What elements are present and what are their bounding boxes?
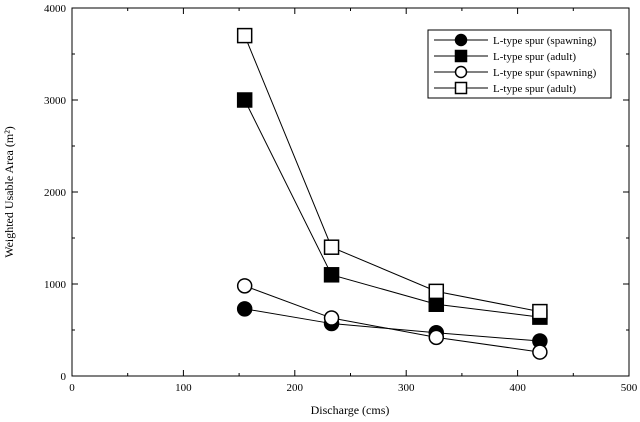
- legend: L-type spur (spawning) L-type spur (adult…: [427, 29, 612, 99]
- legend-marker: [454, 49, 468, 63]
- data-point: [236, 301, 253, 317]
- x-tick-label: 400: [509, 382, 526, 394]
- data-point: [323, 239, 340, 255]
- series-line: [244, 35, 540, 313]
- legend-label: L-type spur (adult): [493, 83, 576, 95]
- x-tick-label: 100: [175, 382, 192, 394]
- y-axis-title: Weighted Usable Area (m²): [2, 126, 16, 258]
- data-point: [532, 344, 548, 360]
- y-tick-label: 4000: [44, 3, 67, 15]
- legend-label: L-type spur (adult): [493, 51, 576, 63]
- data-point: [236, 92, 253, 108]
- series-3: [236, 278, 548, 360]
- data-point: [428, 283, 445, 300]
- x-axis-title: Discharge (cms): [311, 403, 390, 417]
- series-1: [236, 301, 548, 349]
- legend-label: L-type spur (spawning): [493, 67, 597, 79]
- data-point: [236, 278, 253, 294]
- y-tick-label: 0: [61, 371, 67, 383]
- x-tick-label: 500: [621, 382, 638, 394]
- x-tick-label: 300: [398, 382, 415, 394]
- legend-label: L-type spur (spawning): [493, 35, 597, 47]
- series-line: [244, 285, 540, 353]
- x-tick-label: 0: [69, 382, 75, 394]
- series-line: [244, 308, 540, 342]
- series-line: [244, 99, 540, 318]
- y-tick-label: 2000: [44, 187, 67, 199]
- data-point: [428, 329, 445, 346]
- series-2: [236, 92, 548, 325]
- x-tick-label: 200: [287, 382, 304, 394]
- data-point: [323, 310, 340, 326]
- axis-ticks: 0 100 200 300 400 500 0 1000 2000 3000 4000: [44, 3, 638, 394]
- y-tick-label: 1000: [44, 279, 67, 291]
- legend-marker: [454, 81, 468, 95]
- legend-marker: [454, 65, 468, 79]
- data-point: [323, 267, 340, 283]
- series-layer: [236, 27, 548, 360]
- data-point: [532, 303, 548, 320]
- data-point: [428, 296, 445, 312]
- y-tick-label: 3000: [44, 95, 67, 107]
- legend-marker: [454, 33, 468, 47]
- data-point: [236, 27, 253, 44]
- series-4: [236, 27, 548, 320]
